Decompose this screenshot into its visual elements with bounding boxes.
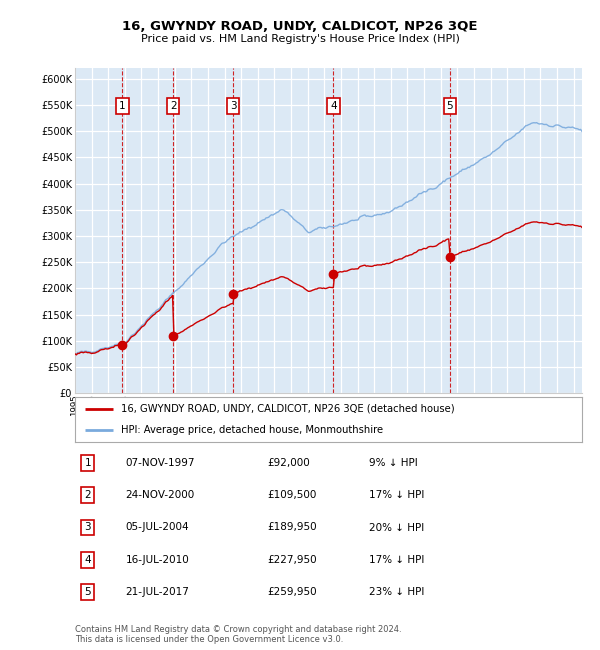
Text: 5: 5 (85, 587, 91, 597)
Text: 1: 1 (85, 458, 91, 468)
Text: 23% ↓ HPI: 23% ↓ HPI (369, 587, 424, 597)
Text: 16, GWYNDY ROAD, UNDY, CALDICOT, NP26 3QE (detached house): 16, GWYNDY ROAD, UNDY, CALDICOT, NP26 3Q… (121, 404, 454, 414)
Text: £227,950: £227,950 (268, 554, 317, 565)
Text: £189,950: £189,950 (268, 523, 317, 532)
Text: 16-JUL-2010: 16-JUL-2010 (126, 554, 190, 565)
Text: 07-NOV-1997: 07-NOV-1997 (126, 458, 195, 468)
Text: 24-NOV-2000: 24-NOV-2000 (126, 490, 195, 501)
Text: 2: 2 (85, 490, 91, 501)
Text: Price paid vs. HM Land Registry's House Price Index (HPI): Price paid vs. HM Land Registry's House … (140, 34, 460, 44)
Text: HPI: Average price, detached house, Monmouthshire: HPI: Average price, detached house, Monm… (121, 424, 383, 435)
Text: 05-JUL-2004: 05-JUL-2004 (126, 523, 190, 532)
Text: £92,000: £92,000 (268, 458, 310, 468)
Text: 21-JUL-2017: 21-JUL-2017 (126, 587, 190, 597)
Text: 17% ↓ HPI: 17% ↓ HPI (369, 490, 424, 501)
Text: 9% ↓ HPI: 9% ↓ HPI (369, 458, 418, 468)
Text: Contains HM Land Registry data © Crown copyright and database right 2024.: Contains HM Land Registry data © Crown c… (75, 625, 401, 634)
Text: This data is licensed under the Open Government Licence v3.0.: This data is licensed under the Open Gov… (75, 634, 343, 644)
Text: 4: 4 (330, 101, 337, 111)
Text: 16, GWYNDY ROAD, UNDY, CALDICOT, NP26 3QE: 16, GWYNDY ROAD, UNDY, CALDICOT, NP26 3Q… (122, 20, 478, 32)
Text: 17% ↓ HPI: 17% ↓ HPI (369, 554, 424, 565)
Text: 3: 3 (85, 523, 91, 532)
Text: £259,950: £259,950 (268, 587, 317, 597)
Text: 5: 5 (446, 101, 453, 111)
Text: 4: 4 (85, 554, 91, 565)
Text: 20% ↓ HPI: 20% ↓ HPI (369, 523, 424, 532)
Text: 3: 3 (230, 101, 236, 111)
Text: £109,500: £109,500 (268, 490, 317, 501)
Text: 2: 2 (170, 101, 176, 111)
Text: 1: 1 (119, 101, 125, 111)
